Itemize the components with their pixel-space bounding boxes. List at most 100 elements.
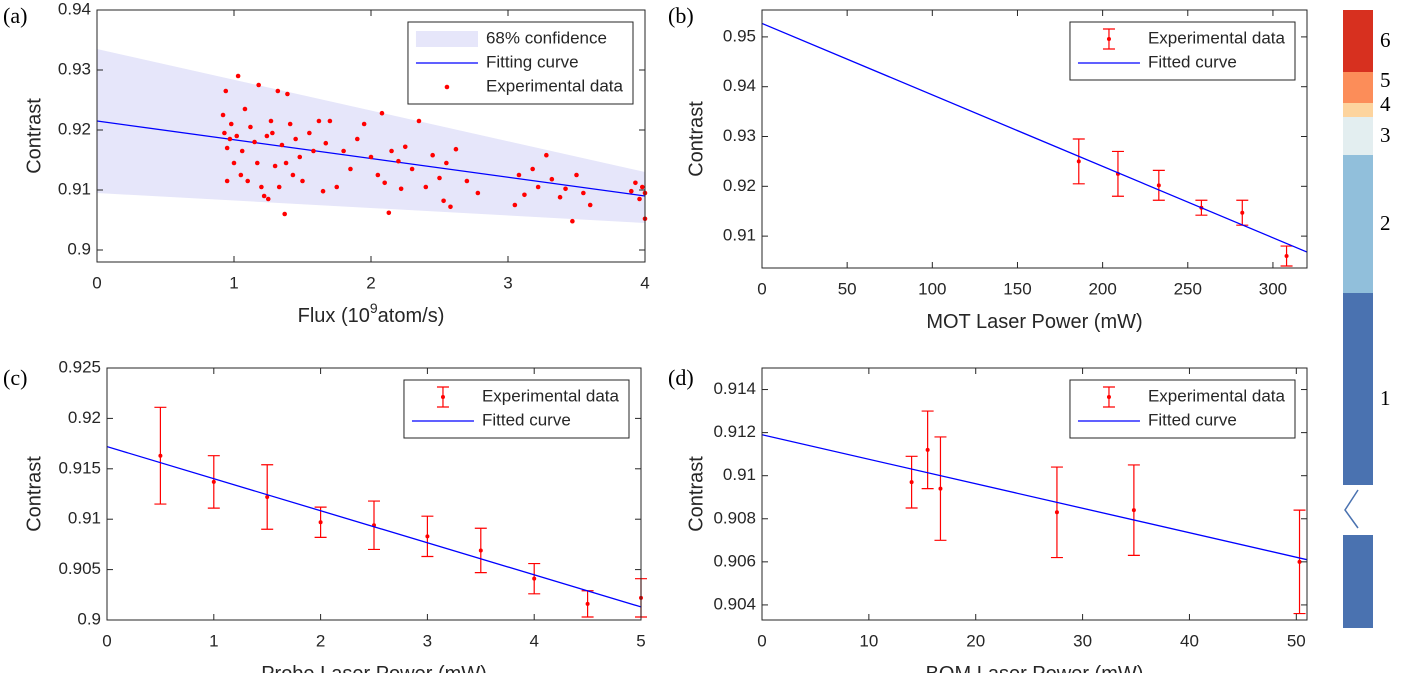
colorbar-segment xyxy=(1343,103,1373,117)
legend-swatch xyxy=(1106,395,1111,399)
data-point xyxy=(279,142,285,148)
legend-label: Fitted curve xyxy=(1148,410,1237,429)
axis-break xyxy=(1344,489,1359,529)
y-tick-label: 0.93 xyxy=(58,59,91,78)
data-point xyxy=(245,178,250,184)
x-tick-label: 40 xyxy=(1180,631,1199,650)
y-tick-label: 0.915 xyxy=(58,458,101,477)
y-tick-label: 0.92 xyxy=(68,408,101,427)
legend-box xyxy=(1069,379,1296,439)
axes-box xyxy=(761,9,1308,269)
x-tick-label: 0 xyxy=(92,273,101,292)
data-point xyxy=(238,172,244,178)
x-axis-label: MOT Laser Power (mW) xyxy=(926,311,1142,333)
confidence-band xyxy=(97,49,645,223)
data-point xyxy=(444,160,449,166)
data-point xyxy=(368,154,374,160)
data-point xyxy=(448,204,453,210)
legend-box xyxy=(1069,21,1296,81)
data-point xyxy=(557,194,563,200)
y-tick-label: 0.94 xyxy=(723,76,756,95)
x-tick-label: 1 xyxy=(229,273,238,292)
data-point xyxy=(574,172,579,178)
data-point xyxy=(522,192,527,198)
data-point xyxy=(437,175,442,181)
data-point xyxy=(441,198,446,204)
data-point xyxy=(268,118,274,124)
x-axis-label: Probe Laser Power (mW) xyxy=(261,663,487,673)
data-point xyxy=(396,158,401,164)
data-point xyxy=(355,136,360,142)
data-point xyxy=(252,139,257,145)
data-point xyxy=(1131,508,1136,513)
data-point xyxy=(300,178,305,184)
colorbar-label: 4 xyxy=(1380,92,1391,116)
colorbar-segment xyxy=(1343,293,1373,485)
y-tick-label: 0.92 xyxy=(723,176,756,195)
data-point xyxy=(227,136,233,142)
data-point xyxy=(423,184,429,190)
x-tick-label: 3 xyxy=(423,631,432,650)
data-point xyxy=(1076,159,1081,164)
data-point xyxy=(282,211,287,217)
legend-swatch xyxy=(1106,37,1111,41)
data-point xyxy=(1240,210,1245,215)
data-point xyxy=(235,73,241,79)
legend-box xyxy=(403,379,630,439)
legend-label: 68% confidence xyxy=(486,28,607,47)
data-point xyxy=(348,166,353,172)
fit-line xyxy=(762,22,1307,253)
legend-swatch xyxy=(440,395,445,399)
data-point xyxy=(254,160,260,166)
axes-box xyxy=(761,367,1308,621)
data-point xyxy=(223,88,229,94)
x-tick-label: 0 xyxy=(757,279,766,298)
data-point xyxy=(925,447,930,452)
data-point xyxy=(581,190,586,196)
colorbar-segment xyxy=(1343,535,1373,628)
x-tick-label: 150 xyxy=(1003,279,1031,298)
data-point xyxy=(530,166,535,172)
legend-label: Fitting curve xyxy=(486,52,579,71)
data-point xyxy=(283,160,289,166)
data-point xyxy=(409,166,415,172)
data-point xyxy=(1054,510,1059,515)
data-point xyxy=(386,210,392,216)
data-point xyxy=(158,453,163,458)
legend-label: Experimental data xyxy=(482,386,620,405)
x-tick-label: 3 xyxy=(503,273,512,292)
x-axis-label: Flux (109atom/s) xyxy=(298,300,445,328)
data-point xyxy=(563,186,568,192)
data-point xyxy=(276,184,282,190)
x-tick-label: 20 xyxy=(966,631,985,650)
data-point xyxy=(272,163,278,169)
colorbar-segment xyxy=(1343,155,1373,293)
data-point xyxy=(265,495,270,500)
y-tick-label: 0.94 xyxy=(58,0,91,18)
data-point xyxy=(224,145,230,151)
colorbar-segment xyxy=(1343,72,1373,103)
data-point xyxy=(535,184,541,190)
panel-label: (d) xyxy=(668,365,694,390)
y-tick-label: 0.904 xyxy=(713,594,756,613)
legend-label: Experimental data xyxy=(1148,386,1286,405)
x-axis-label: BOM Laser Power (mW) xyxy=(926,663,1144,673)
data-point xyxy=(222,130,227,136)
x-tick-label: 0 xyxy=(757,631,766,650)
data-point xyxy=(637,196,642,202)
data-point xyxy=(248,124,253,130)
legend-label: Experimental data xyxy=(1148,28,1286,47)
y-tick-label: 0.9 xyxy=(67,239,91,258)
legend: Experimental data Fitted curve xyxy=(1069,21,1296,81)
data-point xyxy=(256,82,261,88)
x-tick-label: 4 xyxy=(529,631,538,650)
data-point xyxy=(570,218,575,224)
data-point xyxy=(516,172,522,178)
data-point xyxy=(375,172,381,178)
data-point xyxy=(224,178,230,184)
data-point xyxy=(1284,254,1289,259)
x-tick-label: 5 xyxy=(636,631,645,650)
legend-label: Fitted curve xyxy=(482,410,571,429)
y-tick-label: 0.925 xyxy=(58,357,101,376)
